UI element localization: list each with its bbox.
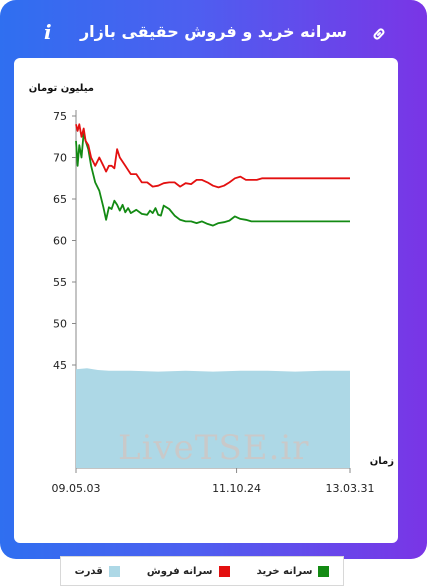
link-icon[interactable]: [371, 26, 387, 46]
x-tick-label: 11.10.24: [212, 482, 261, 495]
x-tick-label: 13.03.31: [326, 482, 375, 495]
page-title: سرانه خرید و فروش حقیقی بازار: [79, 22, 348, 41]
chart-legend: سرانه خرید سرانه فروش قدرت: [60, 556, 344, 586]
legend-label-power: قدرت: [74, 565, 103, 577]
legend-swatch-power: [108, 565, 120, 577]
legend-swatch-buy: [318, 565, 330, 577]
x-tick-label: 09.05.03: [52, 482, 101, 495]
y-tick-label: 50: [53, 318, 67, 331]
series-line-sell: [75, 123, 350, 189]
legend-item-sell[interactable]: سرانه فروش: [146, 565, 230, 577]
series-line-buy: [75, 131, 350, 227]
info-icon[interactable]: i: [44, 20, 52, 44]
y-tick-label: 55: [53, 276, 67, 289]
header-bar: i سرانه خرید و فروش حقیقی بازار: [0, 0, 427, 74]
y-tick-label: 65: [53, 193, 67, 206]
y-tick-label: 70: [53, 152, 67, 165]
chart-card: میلیون تومان 45 50 55 60 65 70 75 09.05.03 11.10.…: [14, 58, 398, 586]
y-tick-label: 60: [53, 235, 67, 248]
legend-label-buy: سرانه خرید: [256, 565, 313, 577]
series-area-power: [76, 368, 350, 468]
legend-item-power[interactable]: قدرت: [74, 565, 120, 577]
y-axis-label: میلیون تومان: [29, 83, 94, 94]
x-axis-label: زمان: [370, 456, 394, 467]
watermark: LiveTSE.ir: [118, 428, 310, 468]
legend-swatch-sell: [218, 565, 230, 577]
legend-item-buy[interactable]: سرانه خرید: [256, 565, 330, 577]
y-tick-label: 75: [53, 110, 67, 123]
legend-label-sell: سرانه فروش: [146, 565, 213, 577]
y-tick-label: 45: [53, 359, 67, 372]
chart: میلیون تومان 45 50 55 60 65 70 75 09.05.03 11.10.…: [29, 83, 394, 495]
